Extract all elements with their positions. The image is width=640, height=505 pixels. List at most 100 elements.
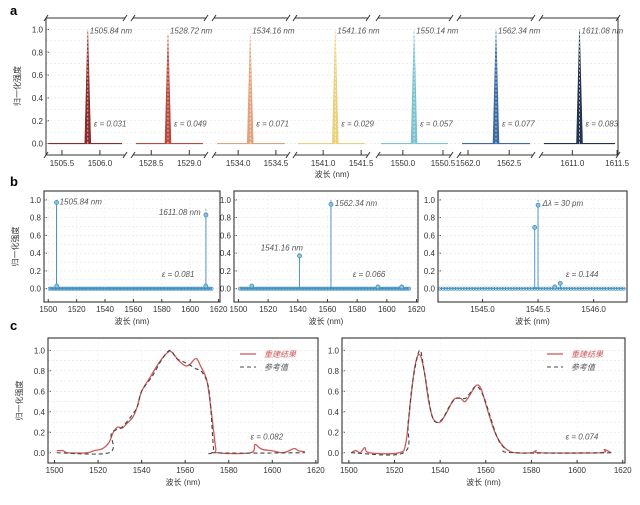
- annotation: 1611.08 nm: [159, 208, 201, 217]
- x-tick-label: 1580: [220, 466, 238, 475]
- data-point: [596, 286, 601, 291]
- data-point: [161, 286, 166, 291]
- data-point: [196, 286, 201, 291]
- data-point: [162, 286, 167, 291]
- axis-break-mark: [43, 14, 49, 22]
- data-point: [443, 286, 448, 291]
- stem-marker: [249, 283, 255, 289]
- data-point: [535, 286, 540, 291]
- x-tick-label: 1534.5: [264, 159, 289, 168]
- y-tick-label: 0.8: [30, 214, 42, 223]
- x-axis-label: 波长 (nm): [466, 477, 501, 487]
- stem-marker: [203, 212, 209, 218]
- data-point: [98, 286, 103, 291]
- plot-frame: [341, 337, 626, 464]
- data-point: [521, 286, 526, 291]
- panel-b2: 0.0 0.2 0.4 0.6 0.8 1.0 1500 1520 1540 1560 1580 16…: [220, 190, 426, 326]
- epsilon-label: ε = 0.083: [586, 119, 619, 128]
- y-tick-label: 0.4: [220, 249, 232, 258]
- data-point: [186, 286, 191, 291]
- data-point: [195, 286, 200, 291]
- data-point: [69, 286, 73, 291]
- data-point: [115, 286, 120, 291]
- panel-c2: 0.0 0.2 0.4 0.6 0.8 1.0 1500 1520 1540 1560 1580 16…: [328, 337, 632, 487]
- data-point: [491, 286, 495, 291]
- plot-frame: [47, 337, 319, 464]
- x-tick-label: 1560: [125, 305, 143, 314]
- panel-c1: 0.0 0.2 0.4 0.6 0.8 1.0 归一化强度 1500 1520 1540 1560 1…: [14, 337, 325, 487]
- axis-break-mark: [203, 14, 209, 22]
- legend-recon-label: 重建结果: [571, 350, 604, 359]
- data-point: [83, 286, 88, 291]
- panel-label: b: [10, 174, 18, 189]
- y-tick-label: 0.8: [34, 367, 46, 376]
- y-tick-label: 0.2: [220, 267, 232, 276]
- reconstructed-line: [56, 350, 306, 455]
- data-point: [101, 286, 106, 291]
- axis-break-mark: [530, 14, 536, 22]
- epsilon-label: ε = 0.077: [502, 119, 535, 128]
- data-point: [541, 286, 546, 291]
- peak-label: 1541.16 nm: [337, 26, 380, 35]
- data-point: [130, 286, 134, 291]
- peak-label: 1528.72 nm: [170, 26, 213, 35]
- data-point: [100, 286, 105, 291]
- data-point: [499, 286, 504, 291]
- plot-frame: [233, 190, 419, 303]
- x-tick-label: 1546.0: [581, 305, 606, 314]
- y-tick-label: 1.0: [424, 196, 436, 205]
- data-point: [568, 286, 573, 291]
- data-point: [80, 286, 85, 291]
- data-point: [192, 286, 197, 291]
- data-point: [546, 286, 551, 291]
- y-tick-label: 0.4: [328, 408, 340, 417]
- data-point: [577, 286, 582, 291]
- data-point: [524, 286, 529, 291]
- data-point: [198, 286, 203, 291]
- y-axis-label: 归一化强度: [10, 227, 20, 267]
- epsilon-label: ε = 0.082: [251, 432, 284, 441]
- data-point: [602, 286, 607, 291]
- data-point: [47, 286, 52, 291]
- stem-marker: [203, 283, 209, 289]
- x-tick-label: 1562.0: [456, 159, 481, 168]
- axis-break-mark: [122, 14, 128, 22]
- data-point: [477, 286, 482, 291]
- legend-recon-label: 重建结果: [264, 350, 297, 359]
- y-tick-label: 0.2: [32, 117, 44, 126]
- x-tick-label: 1620: [210, 305, 228, 314]
- data-point: [191, 286, 195, 291]
- y-tick-label: 0.0: [220, 285, 232, 294]
- x-tick-label: 1580: [153, 305, 171, 314]
- x-tick-label: 1500: [39, 305, 57, 314]
- data-point: [591, 286, 596, 291]
- data-point: [151, 286, 156, 291]
- data-point: [175, 286, 180, 291]
- data-point: [64, 286, 69, 291]
- data-point: [441, 286, 445, 291]
- annotation: 1541.16 nm: [261, 243, 304, 252]
- data-point: [105, 286, 110, 291]
- data-point: [60, 286, 65, 291]
- axis-break-mark: [530, 151, 536, 159]
- x-axis-label: 波长 (nm): [115, 316, 150, 326]
- x-tick-label: 1580: [523, 466, 541, 475]
- data-point: [152, 286, 157, 291]
- x-axis-label: 波长 (nm): [315, 169, 350, 179]
- stem-marker: [535, 202, 541, 208]
- data-point: [560, 286, 565, 291]
- y-tick-label: 0.8: [220, 214, 232, 223]
- data-point: [178, 286, 183, 291]
- data-point: [468, 286, 473, 291]
- stem-marker: [328, 201, 334, 207]
- data-point: [154, 286, 159, 291]
- data-point: [137, 286, 142, 291]
- data-point: [199, 286, 204, 291]
- data-point: [86, 286, 90, 291]
- data-point: [131, 286, 136, 291]
- data-point: [527, 286, 532, 291]
- axis-break-mark: [130, 14, 136, 22]
- data-point: [57, 286, 62, 291]
- axis-break-mark: [292, 14, 298, 22]
- legend-reference-label: 参考值: [571, 363, 596, 372]
